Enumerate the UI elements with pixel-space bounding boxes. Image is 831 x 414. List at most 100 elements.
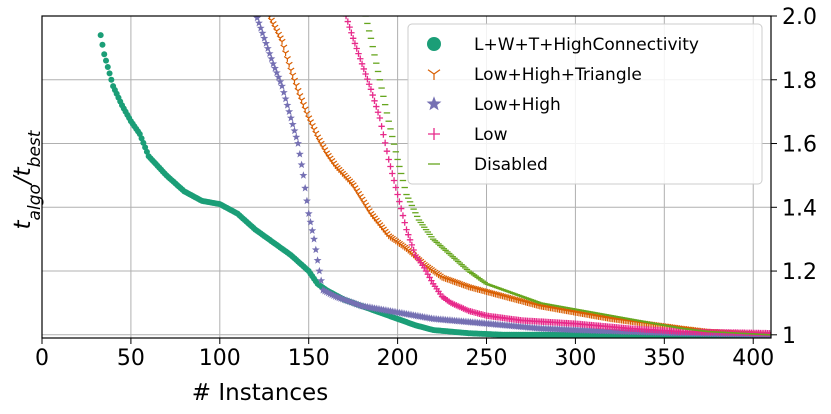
data-point bbox=[283, 55, 291, 62]
data-point bbox=[99, 41, 106, 48]
data-point bbox=[288, 120, 297, 128]
data-point bbox=[344, 18, 352, 25]
data-point bbox=[410, 246, 417, 254]
legend-label: Low bbox=[474, 125, 508, 145]
y-tick-label: 1.2 bbox=[782, 260, 817, 285]
data-point bbox=[263, 44, 272, 52]
data-point bbox=[396, 198, 403, 205]
data-point bbox=[299, 171, 308, 179]
data-point bbox=[401, 219, 408, 226]
data-point bbox=[294, 139, 302, 147]
data-point bbox=[399, 212, 407, 219]
data-point bbox=[369, 91, 376, 99]
data-point bbox=[299, 101, 307, 108]
data-point bbox=[282, 50, 290, 57]
y-tick-label: 1.6 bbox=[782, 133, 817, 158]
y-axis-label-main-2: t bbox=[10, 166, 36, 176]
data-point bbox=[767, 330, 771, 337]
data-point bbox=[267, 54, 276, 63]
legend-box bbox=[407, 23, 763, 185]
y-axis-label-main: t bbox=[10, 219, 36, 229]
y-axis-label: talgo/tbest bbox=[10, 129, 45, 229]
data-point bbox=[390, 177, 398, 184]
legend-marker-star bbox=[426, 96, 442, 111]
data-point bbox=[285, 61, 293, 68]
data-point bbox=[311, 245, 320, 254]
y-axis-label-sub-algo: algo bbox=[25, 184, 45, 220]
data-point bbox=[276, 77, 285, 86]
data-point bbox=[301, 184, 310, 192]
data-point bbox=[381, 139, 389, 147]
data-point bbox=[406, 236, 414, 244]
data-point bbox=[304, 209, 313, 218]
legend-label: Low+High+Triangle bbox=[474, 65, 642, 85]
data-point bbox=[408, 241, 416, 249]
x-tick-label: 250 bbox=[466, 346, 508, 371]
data-point bbox=[389, 170, 396, 177]
x-axis-label: # Instances bbox=[192, 380, 328, 406]
x-tick-label: 0 bbox=[35, 346, 49, 371]
data-point bbox=[263, 7, 269, 12]
data-point bbox=[380, 131, 387, 138]
data-point bbox=[346, 23, 353, 31]
data-point bbox=[292, 82, 300, 89]
legend-label: Low+High bbox=[474, 95, 561, 115]
ticks: 0 50 100 150 200 250 300 350 400 1 1.2 1.4 1.6 1.8 2.0 bbox=[35, 5, 817, 371]
data-point bbox=[357, 55, 364, 62]
data-point bbox=[252, 16, 258, 17]
data-point bbox=[274, 73, 283, 81]
data-point bbox=[403, 226, 410, 233]
data-point bbox=[287, 67, 295, 74]
data-point bbox=[295, 149, 304, 158]
data-point bbox=[292, 132, 301, 141]
y-axis-label-sub-best: best bbox=[25, 129, 45, 167]
data-point bbox=[265, 49, 274, 57]
x-tick-label: 350 bbox=[643, 346, 685, 371]
data-point bbox=[387, 163, 394, 170]
x-tick-label: 300 bbox=[554, 346, 596, 371]
x-tick-label: 50 bbox=[117, 346, 145, 371]
data-point bbox=[278, 81, 286, 90]
data-point bbox=[351, 40, 359, 47]
series-layer bbox=[97, 7, 771, 338]
data-point bbox=[353, 45, 360, 52]
legend-label: L+W+T+HighConnectivity bbox=[474, 35, 699, 55]
data-point bbox=[278, 38, 286, 45]
data-point bbox=[317, 276, 326, 284]
data-point bbox=[270, 64, 279, 72]
data-point bbox=[364, 75, 371, 83]
x-tick-label: 100 bbox=[199, 346, 241, 371]
data-point bbox=[355, 50, 362, 57]
data-point bbox=[310, 235, 318, 243]
data-point bbox=[258, 29, 267, 37]
data-point bbox=[286, 113, 295, 122]
data-point bbox=[301, 106, 309, 113]
data-point bbox=[373, 103, 380, 110]
data-point bbox=[296, 92, 304, 99]
data-point bbox=[283, 101, 292, 109]
data-point bbox=[306, 218, 315, 226]
data-point bbox=[342, 16, 350, 20]
data-point bbox=[103, 57, 110, 64]
data-point bbox=[349, 35, 357, 42]
legend-marker-tri bbox=[427, 69, 441, 80]
data-point bbox=[376, 114, 384, 122]
data-point bbox=[365, 81, 373, 88]
data-point bbox=[281, 94, 290, 103]
data-point bbox=[358, 60, 366, 68]
plot-frame bbox=[41, 15, 772, 339]
data-point bbox=[106, 70, 113, 77]
data-point bbox=[285, 107, 294, 116]
data-point bbox=[308, 226, 317, 235]
data-point bbox=[394, 191, 401, 198]
x-tick-label: 200 bbox=[377, 346, 419, 371]
data-point bbox=[290, 77, 299, 84]
y-axis-label-slash: / bbox=[10, 174, 36, 186]
data-point bbox=[298, 97, 306, 104]
axes bbox=[41, 15, 772, 339]
data-point bbox=[104, 64, 111, 71]
data-point bbox=[262, 39, 270, 47]
data-point bbox=[254, 18, 263, 27]
data-point bbox=[269, 59, 278, 68]
